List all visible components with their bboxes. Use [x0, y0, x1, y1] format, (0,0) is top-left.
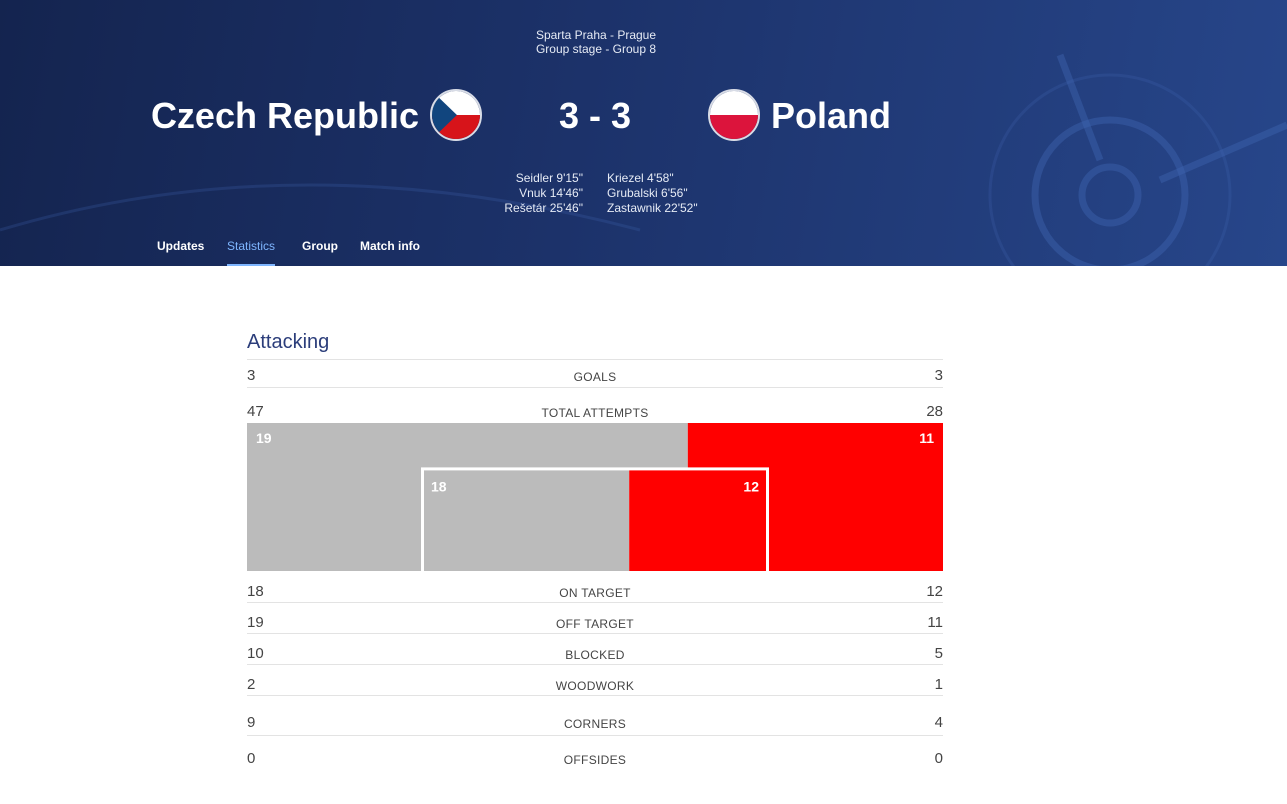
stat-label: ON TARGET	[559, 586, 631, 600]
bar-on-target-away	[629, 470, 766, 571]
stat-label: WOODWORK	[555, 679, 635, 693]
stat-row-corners: 9 CORNERS 4	[247, 713, 943, 733]
scorer: Rešetár 25'46"	[504, 201, 583, 215]
match-score: 3 - 3	[558, 95, 632, 136]
tab-match-info[interactable]: Match info	[360, 239, 420, 253]
data-label-off-target-away: 11	[919, 430, 934, 446]
stat-row-offsides: 0 OFFSIDES 0	[247, 749, 943, 769]
home-scorers: Seidler 9'15" Vnuk 14'46" Rešetár 25'46"	[504, 171, 583, 216]
data-label-on-target-home: 18	[431, 478, 447, 494]
stat-label: OFF TARGET	[556, 617, 634, 631]
divider	[247, 695, 943, 696]
divider	[247, 359, 943, 360]
bar-on-target-home	[424, 470, 630, 571]
stat-home-value: 0	[247, 750, 256, 767]
stat-home-value: 19	[247, 614, 264, 631]
scorer: Kriezel 4'58"	[607, 171, 674, 185]
scorer: Zastawnik 22'52"	[607, 201, 698, 215]
stat-home-value: 10	[247, 645, 264, 662]
stat-row-woodwork: 2 WOODWORK 1	[247, 675, 943, 695]
stat-away-value: 28	[926, 403, 943, 420]
data-label-on-target-away: 12	[743, 478, 759, 494]
stat-home-value: 9	[247, 714, 256, 731]
divider	[247, 735, 943, 736]
data-label-off-target-home: 19	[256, 430, 272, 446]
stat-row-goals: 3 GOALS 3	[247, 366, 943, 386]
stat-away-value: 0	[934, 750, 943, 767]
scorer: Vnuk 14'46"	[519, 186, 583, 200]
stat-away-value: 11	[927, 614, 943, 631]
poland-flag-icon[interactable]	[708, 89, 760, 141]
stat-row-blocked: 10 BLOCKED 5	[247, 644, 943, 664]
divider	[247, 387, 943, 388]
divider	[247, 664, 943, 665]
venue-info: Sparta Praha - Prague Group stage - Grou…	[446, 28, 746, 56]
stat-row-total-attempts: 47 TOTAL ATTEMPTS 28	[247, 402, 943, 422]
stat-away-value: 3	[934, 367, 943, 384]
stat-home-value: 3	[247, 367, 256, 384]
venue-name: Sparta Praha - Prague	[535, 28, 657, 42]
tab-statistics[interactable]: Statistics	[227, 238, 276, 266]
scorer: Seidler 9'15"	[515, 171, 583, 185]
stat-label: TOTAL ATTEMPTS	[541, 406, 649, 420]
scorer: Grubalski 6'56"	[607, 186, 688, 200]
stat-home-value: 18	[247, 583, 264, 600]
stat-row-on-target: 18 ON TARGET 12	[247, 582, 943, 602]
stat-label: BLOCKED	[565, 648, 625, 662]
stat-home-value: 47	[247, 403, 264, 420]
stat-label: CORNERS	[563, 717, 627, 731]
stat-home-value: 2	[247, 676, 256, 693]
divider	[247, 633, 943, 634]
match-header: Sparta Praha - Prague Group stage - Grou…	[0, 0, 1287, 266]
away-scorers: Kriezel 4'58" Grubalski 6'56" Zastawnik …	[607, 171, 698, 216]
stat-label: OFFSIDES	[563, 753, 627, 767]
stat-away-value: 12	[926, 583, 943, 600]
stat-label: GOALS	[573, 370, 617, 384]
away-team-name[interactable]: Poland	[771, 95, 892, 136]
stat-away-value: 1	[934, 676, 943, 693]
home-team-name[interactable]: Czech Republic	[150, 95, 419, 136]
stat-away-value: 4	[934, 714, 943, 731]
tab-updates[interactable]: Updates	[157, 239, 205, 253]
attempts-chart: 19 11 18 12	[247, 423, 943, 571]
section-title-attacking: Attacking	[247, 331, 330, 353]
tab-group[interactable]: Group	[302, 239, 338, 253]
czech-flag-icon[interactable]	[430, 89, 482, 141]
stat-row-off-target: 19 OFF TARGET 11	[247, 613, 943, 633]
stage-name: Group stage - Group 8	[535, 42, 657, 56]
divider	[247, 602, 943, 603]
stat-away-value: 5	[934, 645, 943, 662]
